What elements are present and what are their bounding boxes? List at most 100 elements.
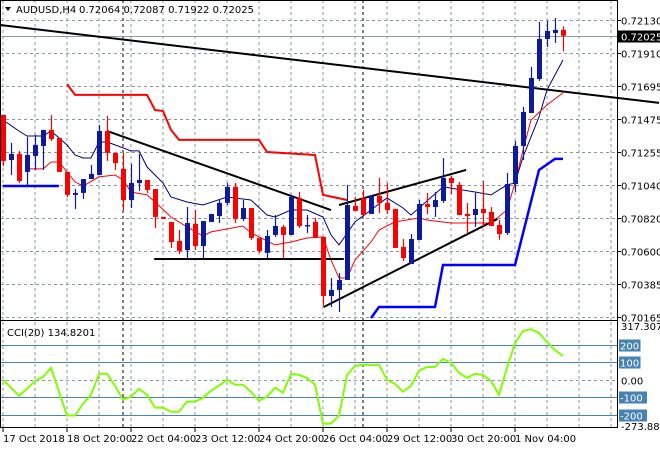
candle xyxy=(145,179,150,190)
candle xyxy=(273,226,278,235)
candle xyxy=(281,226,286,235)
price-tick-label: 0.71910 xyxy=(621,50,660,61)
candle xyxy=(481,208,486,214)
cci-level-label: 100 xyxy=(620,359,639,370)
price-tick-label: 0.71255 xyxy=(621,149,660,160)
price-tick-label: 0.70385 xyxy=(621,281,660,292)
triangle-down-icon[interactable] xyxy=(5,7,11,11)
price-tick-label: 0.70600 xyxy=(621,248,660,259)
main-pane-border xyxy=(0,0,618,321)
fast-moving-average xyxy=(2,59,564,246)
candles xyxy=(1,17,566,312)
candle xyxy=(465,213,470,217)
candle xyxy=(217,202,222,217)
candle xyxy=(33,144,38,156)
time-tick-label: 17 Oct 2018 xyxy=(3,434,65,445)
time-tick-label: 26 Oct 04:00 xyxy=(323,434,388,445)
trendline xyxy=(106,130,332,211)
candle xyxy=(9,153,14,160)
candle xyxy=(65,171,70,195)
candle xyxy=(73,192,78,195)
candle xyxy=(169,221,174,243)
ohlc-label: 0.72064 0.72087 0.71922 0.72025 xyxy=(79,5,254,16)
lower-step-line xyxy=(369,157,563,319)
time-tick-label: 23 Oct 12:00 xyxy=(195,434,260,445)
candle xyxy=(113,152,118,164)
candle xyxy=(385,202,390,211)
candle xyxy=(529,77,534,114)
cci-line xyxy=(2,328,564,425)
candle xyxy=(297,197,302,227)
candle xyxy=(417,203,422,240)
candle xyxy=(89,173,94,180)
cci-pane-border xyxy=(0,320,618,428)
candle xyxy=(449,177,454,183)
candle xyxy=(17,153,22,182)
candle xyxy=(561,29,566,36)
candle xyxy=(369,195,374,214)
candle xyxy=(209,213,214,222)
upper-step-line xyxy=(66,83,348,201)
candle xyxy=(433,200,438,207)
time-tick-label: 24 Oct 20:00 xyxy=(259,434,324,445)
time-tick-label: 30 Oct 20:00 xyxy=(451,434,516,445)
cci-pane: 200 100 0.00 -100 -200 317.3079 -273.8825 xyxy=(0,322,660,433)
current-price-marker xyxy=(618,30,660,43)
candle xyxy=(505,184,510,233)
price-tick-label: 0.70820 xyxy=(621,215,660,226)
candle xyxy=(289,197,294,235)
candle xyxy=(105,130,110,153)
candle xyxy=(25,155,30,172)
candle xyxy=(521,111,526,146)
cci-level-label: -200 xyxy=(620,412,643,423)
candle xyxy=(321,236,326,296)
candle xyxy=(81,179,86,193)
candle xyxy=(185,223,190,251)
candle xyxy=(337,279,342,290)
candle xyxy=(161,216,166,219)
candle xyxy=(153,189,158,217)
candle xyxy=(121,168,126,201)
candle xyxy=(441,177,446,201)
chart-header: AUDUSD,H4 0.72064 0.72087 0.71922 0.7202… xyxy=(5,5,254,16)
time-tick-label: 29 Oct 12:00 xyxy=(387,434,452,445)
candle xyxy=(201,221,206,246)
cci-level-label: 200 xyxy=(620,342,639,353)
candle xyxy=(233,186,238,219)
candle xyxy=(137,179,142,183)
candle xyxy=(537,38,542,80)
price-tick-label: 0.72130 xyxy=(621,17,660,28)
candle xyxy=(409,239,414,264)
candle xyxy=(345,205,350,280)
candle xyxy=(497,224,502,235)
candle xyxy=(177,240,182,251)
candle xyxy=(377,195,382,203)
candle xyxy=(473,208,478,215)
symbol-label: AUDUSD,H4 xyxy=(16,5,76,16)
candle xyxy=(513,145,518,185)
candle xyxy=(425,203,430,207)
cci-level-label: 0.00 xyxy=(621,377,643,388)
time-tick-label: 22 Oct 04:00 xyxy=(131,434,196,445)
candle xyxy=(353,205,358,211)
price-tick-label: 0.70165 xyxy=(621,314,660,325)
candle xyxy=(129,182,134,201)
cci-level-badge xyxy=(619,409,647,422)
candle xyxy=(225,186,230,203)
candle xyxy=(313,221,318,238)
candle xyxy=(393,208,398,248)
cci-max-label: 317.3079 xyxy=(621,322,660,333)
candle xyxy=(49,129,54,139)
candle xyxy=(553,29,558,33)
cci-level-badge xyxy=(619,339,641,352)
grid xyxy=(0,0,617,428)
candle xyxy=(193,223,198,246)
candle xyxy=(241,208,246,219)
price-tick-label: 0.71695 xyxy=(621,83,660,94)
time-tick-label: 18 Oct 20:00 xyxy=(67,434,132,445)
candle xyxy=(489,211,494,227)
current-price-label: 0.72025 xyxy=(621,33,660,44)
price-tick-label: 0.71040 xyxy=(621,182,660,193)
candle xyxy=(41,129,46,146)
